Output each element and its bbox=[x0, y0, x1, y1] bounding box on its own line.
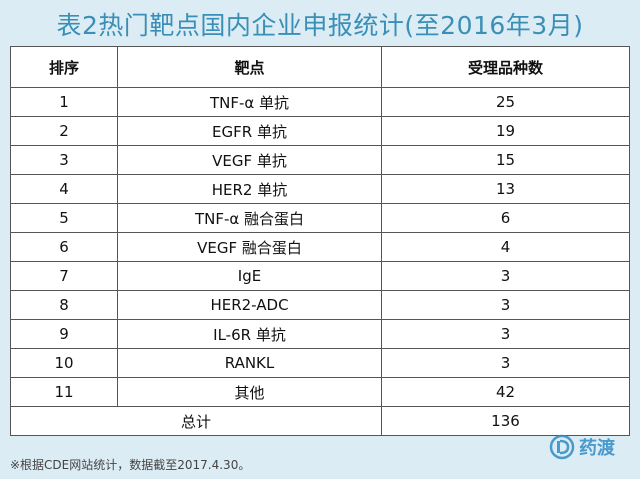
rank-cell: 8 bbox=[10, 290, 118, 320]
count-cell: 25 bbox=[381, 87, 630, 117]
rank-cell: 6 bbox=[10, 232, 118, 262]
count-cell: 15 bbox=[381, 145, 630, 175]
table-row: 5 TNF-α 融合蛋白 6 bbox=[10, 203, 630, 233]
count-cell: 3 bbox=[381, 319, 630, 349]
rank-cell: 4 bbox=[10, 174, 118, 204]
rank-cell: 10 bbox=[10, 348, 118, 378]
table-row: 7 IgE 3 bbox=[10, 261, 630, 291]
target-cell: HER2 单抗 bbox=[117, 174, 382, 204]
logo-text: 药渡 bbox=[579, 438, 615, 459]
rank-cell: 11 bbox=[10, 377, 118, 407]
rank-cell: 1 bbox=[10, 87, 118, 117]
count-cell: 13 bbox=[381, 174, 630, 204]
total-label: 总计 bbox=[10, 406, 382, 436]
count-cell: 42 bbox=[381, 377, 630, 407]
rank-cell: 7 bbox=[10, 261, 118, 291]
rank-cell: 9 bbox=[10, 319, 118, 349]
target-cell: VEGF 融合蛋白 bbox=[117, 232, 382, 262]
count-cell: 3 bbox=[381, 290, 630, 320]
count-cell: 6 bbox=[381, 203, 630, 233]
rank-cell: 3 bbox=[10, 145, 118, 175]
target-cell: TNF-α 融合蛋白 bbox=[117, 203, 382, 233]
target-cell: EGFR 单抗 bbox=[117, 116, 382, 146]
rank-cell: 2 bbox=[10, 116, 118, 146]
target-statistics-table: 排序 靶点 受理品种数 1 TNF-α 单抗 25 2 EGFR 单抗 19 3… bbox=[10, 46, 630, 436]
target-cell: IL-6R 单抗 bbox=[117, 319, 382, 349]
table-row: 2 EGFR 单抗 19 bbox=[10, 116, 630, 146]
count-cell: 3 bbox=[381, 348, 630, 378]
yaodu-logo-icon bbox=[549, 434, 575, 460]
count-cell: 19 bbox=[381, 116, 630, 146]
footnote: ※根据CDE网站统计，数据截至2017.4.30。 bbox=[10, 458, 251, 472]
total-value: 136 bbox=[381, 406, 630, 436]
page-title: 表2热门靶点国内企业申报统计(至2016年3月) bbox=[56, 11, 584, 40]
column-header-target: 靶点 bbox=[117, 46, 382, 88]
target-cell: VEGF 单抗 bbox=[117, 145, 382, 175]
target-cell: 其他 bbox=[117, 377, 382, 407]
count-cell: 4 bbox=[381, 232, 630, 262]
column-header-count: 受理品种数 bbox=[381, 46, 630, 88]
rank-cell: 5 bbox=[10, 203, 118, 233]
table-total-row: 总计 136 bbox=[10, 406, 630, 436]
table-row: 9 IL-6R 单抗 3 bbox=[10, 319, 630, 349]
column-header-rank: 排序 bbox=[10, 46, 118, 88]
table-header-row: 排序 靶点 受理品种数 bbox=[10, 46, 630, 88]
table-row: 6 VEGF 融合蛋白 4 bbox=[10, 232, 630, 262]
table-row: 4 HER2 单抗 13 bbox=[10, 174, 630, 204]
table-row: 1 TNF-α 单抗 25 bbox=[10, 87, 630, 117]
target-cell: RANKL bbox=[117, 348, 382, 378]
count-cell: 3 bbox=[381, 261, 630, 291]
table-row: 10 RANKL 3 bbox=[10, 348, 630, 378]
table-row: 11 其他 42 bbox=[10, 377, 630, 407]
brand-logo: 药渡 bbox=[549, 434, 615, 460]
target-cell: HER2-ADC bbox=[117, 290, 382, 320]
target-cell: TNF-α 单抗 bbox=[117, 87, 382, 117]
table-row: 8 HER2-ADC 3 bbox=[10, 290, 630, 320]
target-cell: IgE bbox=[117, 261, 382, 291]
table-row: 3 VEGF 单抗 15 bbox=[10, 145, 630, 175]
